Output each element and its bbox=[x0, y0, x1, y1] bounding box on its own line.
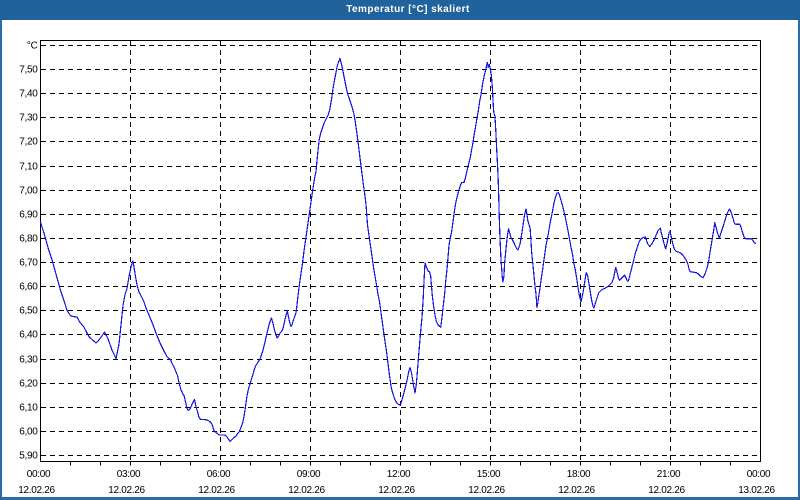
svg-text:00:00: 00:00 bbox=[27, 469, 51, 480]
svg-text:12.02.26: 12.02.26 bbox=[378, 485, 415, 496]
svg-text:09:00: 09:00 bbox=[297, 469, 321, 480]
svg-text:00:00: 00:00 bbox=[747, 469, 771, 480]
svg-text:6,60: 6,60 bbox=[19, 282, 38, 293]
svg-text:12.02.26: 12.02.26 bbox=[558, 485, 595, 496]
svg-text:03:00: 03:00 bbox=[117, 469, 141, 480]
svg-text:7,20: 7,20 bbox=[19, 137, 38, 148]
svg-text:6,30: 6,30 bbox=[19, 355, 38, 366]
svg-text:15:00: 15:00 bbox=[477, 469, 501, 480]
svg-text:6,50: 6,50 bbox=[19, 306, 38, 317]
svg-text:6,80: 6,80 bbox=[19, 234, 38, 245]
svg-text:12.02.26: 12.02.26 bbox=[468, 485, 505, 496]
svg-text:6,00: 6,00 bbox=[19, 427, 38, 438]
svg-text:13.02.26: 13.02.26 bbox=[738, 485, 775, 496]
svg-text:7,00: 7,00 bbox=[19, 186, 38, 197]
svg-text:12.02.26: 12.02.26 bbox=[198, 485, 235, 496]
svg-text:6,40: 6,40 bbox=[19, 330, 38, 341]
svg-text:6,90: 6,90 bbox=[19, 210, 38, 221]
svg-text:12.02.26: 12.02.26 bbox=[18, 485, 55, 496]
svg-text:7,50: 7,50 bbox=[19, 65, 38, 76]
svg-text:5,90: 5,90 bbox=[19, 451, 38, 462]
svg-text:12:00: 12:00 bbox=[387, 469, 411, 480]
svg-text:06:00: 06:00 bbox=[207, 469, 231, 480]
svg-text:6,70: 6,70 bbox=[19, 258, 38, 269]
svg-text:7,40: 7,40 bbox=[19, 89, 38, 100]
svg-text:6,20: 6,20 bbox=[19, 379, 38, 390]
svg-text:7,30: 7,30 bbox=[19, 113, 38, 124]
svg-text:12.02.26: 12.02.26 bbox=[648, 485, 685, 496]
svg-text:18:00: 18:00 bbox=[567, 469, 591, 480]
svg-text:°C: °C bbox=[27, 41, 38, 52]
svg-text:21:00: 21:00 bbox=[657, 469, 681, 480]
svg-text:6,10: 6,10 bbox=[19, 403, 38, 414]
svg-text:12.02.26: 12.02.26 bbox=[108, 485, 145, 496]
svg-text:Temperatur [°C] skaliert: Temperatur [°C] skaliert bbox=[346, 4, 470, 15]
svg-text:12.02.26: 12.02.26 bbox=[288, 485, 325, 496]
svg-text:7,10: 7,10 bbox=[19, 162, 38, 173]
